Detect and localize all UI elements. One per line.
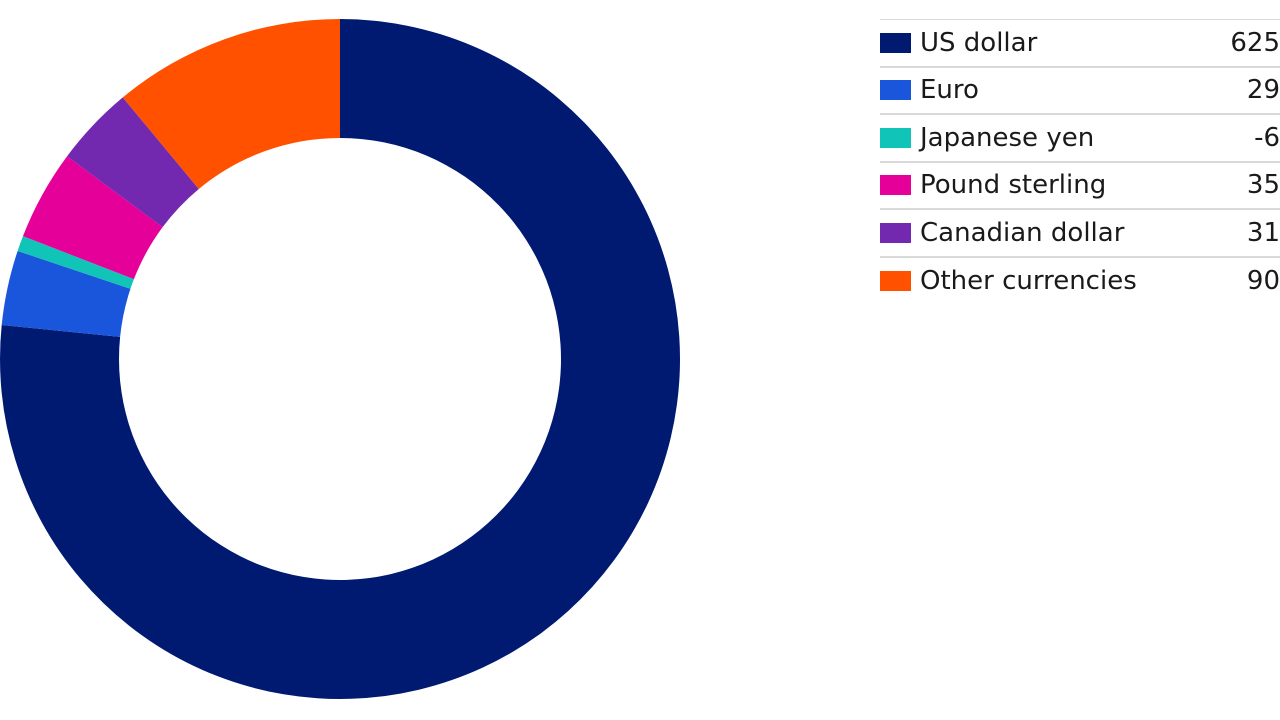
legend-value-canadian-dollar: 31 — [1246, 217, 1280, 248]
legend-swatch-us-dollar — [880, 32, 911, 53]
legend-row-japanese-yen: Japanese yen -6 — [880, 115, 1280, 163]
legend-value-us-dollar: 625 — [1230, 27, 1280, 58]
donut-plot — [0, 19, 680, 700]
legend-swatch-canadian-dollar — [880, 222, 911, 243]
slice-us-dollar — [0, 19, 680, 700]
slice-other-currencies — [122, 19, 340, 189]
legend-row-pound-sterling: Pound sterling 35 — [880, 163, 1280, 210]
legend-swatch-japanese-yen — [880, 127, 911, 148]
legend-label-euro: Euro — [920, 75, 979, 106]
legend-swatch-pound-sterling — [880, 175, 911, 196]
slice-canadian-dollar — [67, 97, 199, 228]
legend-label-us-dollar: US dollar — [920, 27, 1038, 58]
legend-label-japanese-yen: Japanese yen — [920, 122, 1095, 153]
legend-value-euro: 29 — [1246, 75, 1280, 106]
legend-value-pound-sterling: 35 — [1246, 170, 1280, 201]
legend-row-other-currencies: Other currencies 90 — [880, 258, 1280, 306]
legend-row-us-dollar: US dollar 625 — [880, 20, 1280, 68]
slice-pound-sterling — [22, 156, 163, 280]
legend-row-euro: Euro 29 — [880, 68, 1280, 115]
legend-value-other-currencies: 90 — [1246, 266, 1280, 297]
legend-swatch-other-currencies — [880, 271, 911, 292]
legend-label-pound-sterling: Pound sterling — [920, 170, 1107, 201]
slice-japanese-yen — [17, 236, 134, 289]
legend: US dollar 625 Euro 29 Japanese yen -6 Pound st… — [880, 19, 1280, 305]
legend-row-canadian-dollar: Canadian dollar 31 — [880, 210, 1280, 258]
legend-value-japanese-yen: -6 — [1254, 122, 1280, 153]
slice-euro — [1, 250, 131, 337]
legend-swatch-euro — [880, 80, 911, 101]
donut-slices — [0, 19, 680, 700]
legend-label-other-currencies: Other currencies — [920, 266, 1137, 297]
legend-label-canadian-dollar: Canadian dollar — [920, 217, 1125, 248]
